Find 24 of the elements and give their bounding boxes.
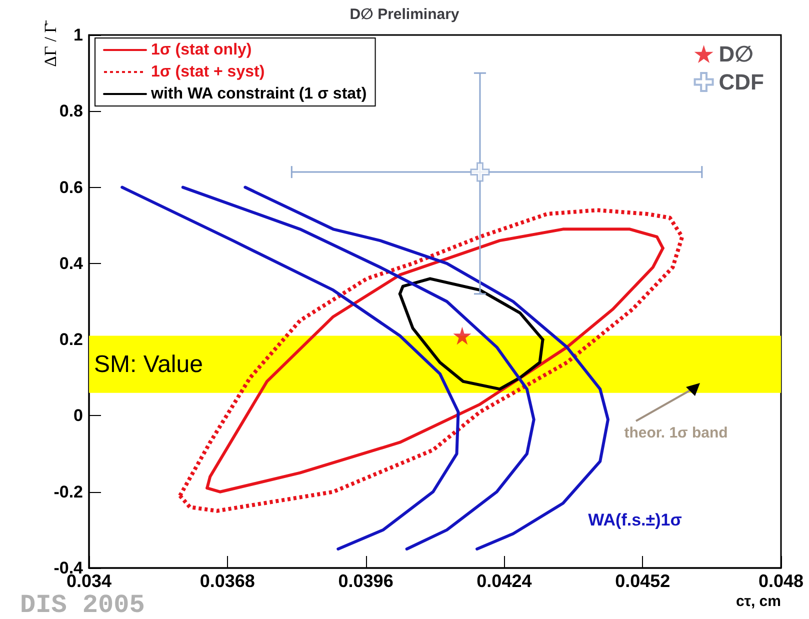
band-label: SM: Value <box>94 350 203 378</box>
x-tick-label: 0.0396 <box>338 571 394 591</box>
annotation: WA(f.s.±)1σ <box>588 510 682 530</box>
chart-title: D∅ Preliminary <box>350 6 460 23</box>
legend-label: 1σ (stat only) <box>151 42 252 58</box>
legend-label: with WA constraint (1 σ stat) <box>150 86 367 102</box>
legend-label: D∅ <box>718 42 754 66</box>
y-tick-label: 0.4 <box>59 254 84 273</box>
y-tick-label: 0 <box>74 406 83 426</box>
y-axis-title: ΔΓ / Γ̄ <box>41 20 60 67</box>
y-tick-label: 0.8 <box>59 102 83 121</box>
text: DIS 2005 <box>20 590 145 619</box>
y-tick-label: 0.2 <box>59 330 83 350</box>
y-tick-label: -0.2 <box>54 482 83 502</box>
x-tick-label: 0.0424 <box>476 571 532 591</box>
x-tick-label: 0.0452 <box>615 571 670 591</box>
x-axis-title: cτ, cm <box>736 593 781 610</box>
y-tick-label: 1 <box>74 26 83 44</box>
x-tick-label: 0.048 <box>758 571 804 591</box>
x-tick-label: 0.0368 <box>200 571 255 591</box>
annotation: theor. 1σ band <box>624 424 728 442</box>
legend-label: 1σ (stat + syst) <box>151 64 265 80</box>
y-tick-label: 0.6 <box>59 178 83 197</box>
legend-label: CDF <box>718 70 764 94</box>
